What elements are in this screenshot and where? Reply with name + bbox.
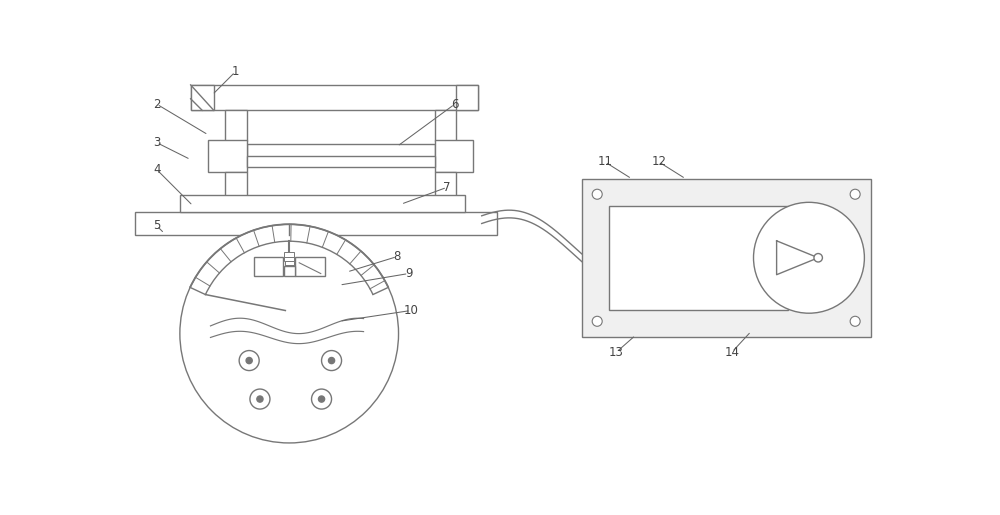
Bar <box>180 195 465 212</box>
Bar <box>225 110 247 141</box>
Bar <box>191 85 478 110</box>
Circle shape <box>180 224 399 443</box>
Text: 8: 8 <box>393 250 401 263</box>
Circle shape <box>592 189 602 199</box>
Text: 6: 6 <box>451 98 458 111</box>
Circle shape <box>850 189 860 199</box>
Bar <box>295 256 325 276</box>
Circle shape <box>257 396 263 402</box>
Bar <box>435 140 473 172</box>
Text: 10: 10 <box>403 304 418 317</box>
Bar <box>191 85 214 110</box>
Bar <box>456 85 478 110</box>
Bar <box>435 172 456 211</box>
Text: 14: 14 <box>724 346 739 358</box>
Text: 1: 1 <box>232 65 239 78</box>
Circle shape <box>318 396 325 402</box>
Text: 11: 11 <box>597 156 612 168</box>
Circle shape <box>754 202 864 313</box>
Bar <box>285 261 294 265</box>
Circle shape <box>328 357 335 364</box>
Text: 2: 2 <box>153 98 161 111</box>
Circle shape <box>250 389 270 409</box>
Text: 4: 4 <box>153 163 161 176</box>
Bar <box>247 144 435 158</box>
Circle shape <box>239 351 259 371</box>
Bar <box>247 156 435 167</box>
Text: 12: 12 <box>651 156 666 168</box>
Bar <box>254 256 283 276</box>
Bar <box>284 252 294 256</box>
Text: 7: 7 <box>443 181 451 194</box>
Text: 5: 5 <box>153 219 160 232</box>
Text: 3: 3 <box>153 136 160 149</box>
Circle shape <box>850 316 860 327</box>
Text: 13: 13 <box>609 346 624 358</box>
Bar <box>582 179 871 337</box>
Bar <box>284 266 295 276</box>
Bar <box>135 212 497 235</box>
Circle shape <box>312 389 332 409</box>
Text: 9: 9 <box>405 267 412 280</box>
Circle shape <box>322 351 342 371</box>
Bar <box>435 110 456 141</box>
Bar <box>284 256 294 261</box>
Bar <box>285 265 294 269</box>
Bar <box>208 140 247 172</box>
Circle shape <box>246 357 252 364</box>
Circle shape <box>814 253 822 262</box>
Bar <box>609 206 788 310</box>
Circle shape <box>592 316 602 327</box>
Bar <box>225 172 247 211</box>
